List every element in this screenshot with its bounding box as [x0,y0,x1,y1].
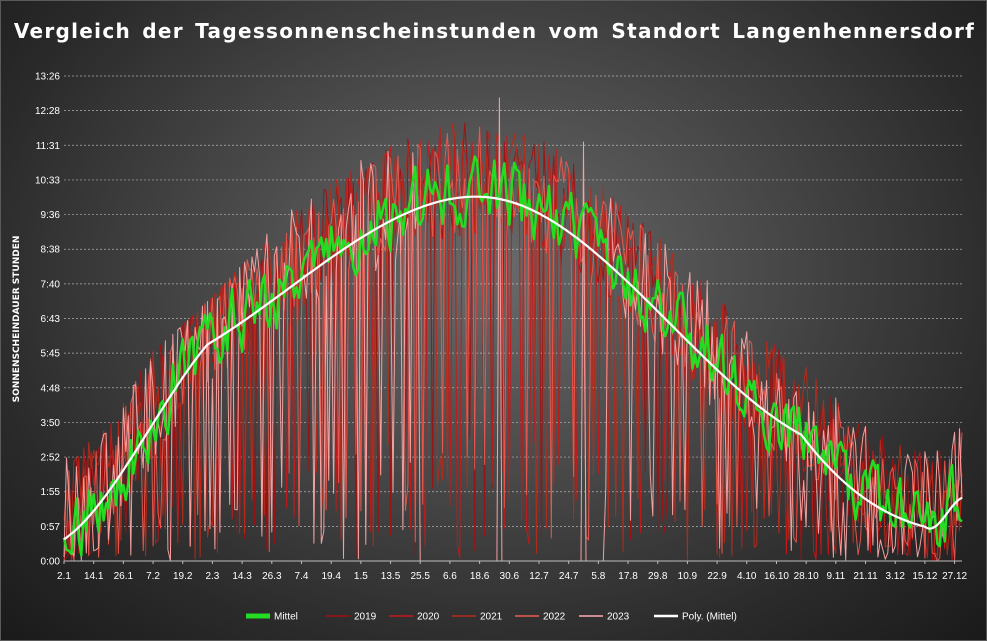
x-tick-label: 2.1 [57,571,71,582]
x-tick-label: 5.8 [591,571,605,582]
x-tick-label: 9.11 [826,571,845,582]
x-tick-label: 7.2 [146,571,160,582]
chart-title: Vergleich der Tagessonnenscheinstunden v… [13,19,976,43]
legend-label: 2020 [417,612,440,623]
x-tick-label: 19.2 [173,571,193,582]
x-tick-label: 3.12 [885,571,905,582]
y-tick-label: 13:26 [35,72,60,83]
series-line-2021 [63,123,963,560]
y-tick-label: 4:48 [41,383,61,394]
x-tick-label: 10.9 [678,571,698,582]
legend-label: 2022 [543,612,566,623]
x-tick-label: 30.6 [500,571,520,582]
legend-label: 2023 [607,612,630,623]
y-tick-label: 12:28 [35,106,60,117]
x-tick-label: 4.10 [737,571,757,582]
x-tick-label: 2.3 [205,571,219,582]
x-tick-label: 16.10 [764,571,789,582]
x-tick-label: 17.8 [618,571,638,582]
series-line-poly-mittel [63,195,963,541]
x-tick-label: 15.12 [912,571,937,582]
x-tick-label: 1.5 [354,571,368,582]
x-tick-label: 21.11 [853,571,878,582]
x-tick-label: 26.1 [114,571,134,582]
y-tick-label: 9:36 [41,210,61,221]
y-tick-label: 3:50 [41,418,61,429]
legend-label: 2021 [480,612,503,623]
x-tick-label: 19.4 [321,571,341,582]
legend-label: 2019 [354,612,377,623]
y-axis-title: SONNENSCHEINDAUER STUNDEN [12,236,22,403]
y-tick-label: 10:33 [35,175,60,186]
x-tick-label: 6.6 [443,571,457,582]
y-tick-label: 0:00 [41,557,61,568]
x-tick-label: 25.5 [410,571,430,582]
x-tick-label: 28.10 [794,571,819,582]
axis-layer: 0:00 0:57 1:55 2:52 3:50 4:48 5:45 6:43 7:40 8:38… [35,72,968,583]
y-tick-label: 2:52 [41,453,61,464]
legend-label: Mittel [274,612,298,623]
y-tick-label: 11:31 [36,141,61,152]
x-tick-label: 22.9 [707,571,727,582]
x-tick-label: 24.7 [559,571,579,582]
x-tick-label: 7.4 [295,571,309,582]
y-tick-label: 6:43 [41,314,61,325]
y-tick-label: 1:55 [41,487,61,498]
x-tick-label: 29.8 [648,571,668,582]
x-tick-label: 18.6 [470,571,490,582]
legend-label: Poly. (Mittel) [682,612,737,623]
y-tick-label: 8:38 [41,245,61,256]
x-tick-label: 12.7 [529,571,549,582]
y-tick-label: 5:45 [41,349,61,360]
legend: Mittel 2019 2020 2021 2022 2023 Poly. (Mittel) [246,612,737,623]
y-tick-label: 7:40 [41,279,61,290]
series-line-mittel [62,155,963,557]
x-tick-label: 13.5 [381,571,401,582]
x-tick-label: 14.1 [84,571,104,582]
x-tick-label: 14.3 [232,571,252,582]
x-tick-label: 27.12 [942,571,967,582]
y-tick-label: 0:57 [41,522,61,533]
x-tick-label: 26.3 [262,571,282,582]
